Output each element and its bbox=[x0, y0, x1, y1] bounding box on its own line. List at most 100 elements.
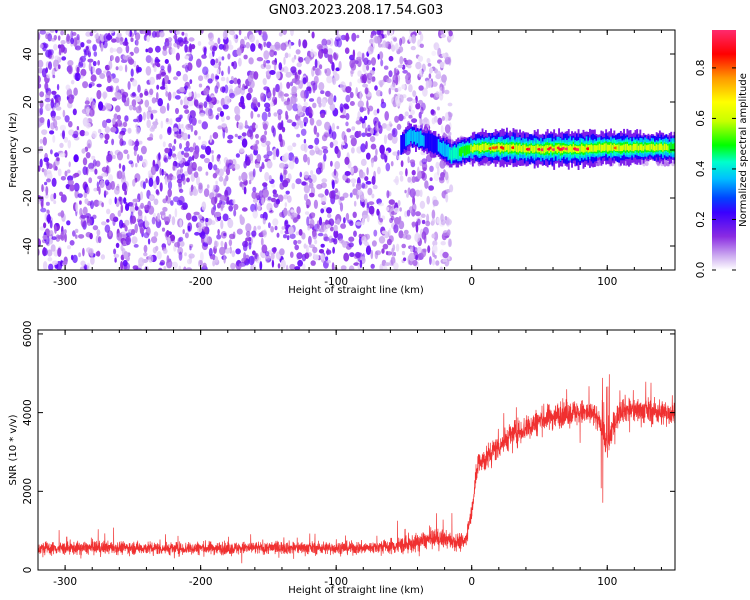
spectrogram-noise-cell bbox=[127, 81, 131, 90]
spectrogram-noise-cell bbox=[388, 235, 394, 243]
spectrogram-noise-cell bbox=[390, 161, 394, 167]
spectrogram-noise-cell bbox=[51, 68, 56, 77]
spectrogram-noise-cell bbox=[299, 171, 303, 178]
spectrogram-noise-cell bbox=[91, 155, 96, 160]
spectrogram-noise-cell bbox=[88, 177, 93, 184]
spectrogram-noise-cell bbox=[404, 111, 409, 117]
spectrogram-noise-cell bbox=[199, 104, 204, 113]
colorbar-label: Normalized spectral amplitude bbox=[738, 73, 749, 227]
spectrogram-noise-cell bbox=[188, 146, 194, 153]
spectrogram-noise-cell bbox=[49, 220, 53, 229]
spectrogram-noise-cell bbox=[198, 83, 203, 88]
spectrogram-noise-cell bbox=[350, 69, 355, 75]
spectrogram-noise-cell bbox=[85, 122, 91, 129]
spectrogram-noise-cell bbox=[41, 168, 45, 173]
spectrogram-signal-cell bbox=[462, 146, 464, 154]
spectrogram-noise-cell bbox=[183, 266, 187, 270]
spectrogram-noise-cell bbox=[406, 59, 413, 66]
spectrogram-noise-cell bbox=[395, 42, 399, 52]
spectrogram-noise-cell bbox=[62, 260, 68, 265]
spectrogram-noise-cell bbox=[217, 229, 220, 235]
spectrogram-noise-cell bbox=[259, 260, 263, 270]
spectrogram-noise-cell bbox=[83, 49, 87, 58]
spectrogram-noise-cell bbox=[126, 153, 130, 160]
spectrogram-noise-cell bbox=[149, 195, 154, 201]
spectrogram-noise-cell bbox=[216, 154, 221, 162]
spectrogram-noise-cell bbox=[407, 64, 412, 69]
spectrogram-signal-cell bbox=[595, 145, 598, 152]
spectrogram-noise-cell bbox=[103, 190, 109, 196]
spectrogram-noise-cell bbox=[401, 36, 406, 44]
spectrogram-noise-cell bbox=[355, 120, 362, 125]
spectrogram-noise-cell bbox=[421, 219, 426, 225]
spectrogram-noise-cell bbox=[131, 91, 136, 97]
spectrogram-noise-cell bbox=[308, 98, 315, 102]
spectrogram-noise-cell bbox=[344, 171, 351, 176]
spectrogram-noise-cell bbox=[411, 176, 416, 183]
spectrogram-noise-cell bbox=[283, 100, 290, 106]
spectrogram-noise-cell bbox=[286, 81, 291, 89]
spectrogram-noise-cell bbox=[381, 123, 387, 129]
spectrogram-noise-cell bbox=[412, 196, 416, 205]
spectrogram-noise-cell bbox=[115, 36, 121, 43]
spectrogram-noise-cell bbox=[329, 190, 335, 199]
spectrogram-noise-cell bbox=[283, 93, 289, 97]
spectrogram-noise-cell bbox=[249, 153, 254, 162]
spectrogram-noise-cell bbox=[231, 250, 236, 258]
spectrogram-noise-cell bbox=[143, 252, 148, 257]
spectrogram-noise-cell bbox=[393, 178, 399, 183]
spectrogram-signal-cell bbox=[431, 133, 434, 153]
spectrogram-noise-cell bbox=[144, 220, 149, 228]
spectrogram-noise-cell bbox=[44, 82, 49, 91]
spectrogram-noise-cell bbox=[401, 250, 406, 256]
spectrogram-noise-cell bbox=[149, 76, 156, 85]
spectrogram-noise-cell bbox=[54, 166, 58, 171]
spectrogram-noise-cell bbox=[96, 250, 101, 257]
spectrogram-noise-cell bbox=[370, 249, 374, 260]
spectrogram-noise-cell bbox=[129, 205, 135, 214]
spectrogram-noise-cell bbox=[217, 37, 221, 45]
spectrogram-noise-cell bbox=[122, 164, 126, 172]
spectrogram-noise-cell bbox=[245, 154, 248, 162]
spectrogram-noise-cell bbox=[39, 117, 45, 124]
spectrogram-noise-cell bbox=[282, 66, 289, 73]
spectrogram-noise-cell bbox=[329, 226, 334, 232]
spectrogram-noise-cell bbox=[169, 30, 173, 34]
spectrogram-signal-cell bbox=[509, 144, 512, 152]
spectrogram-noise-cell bbox=[135, 267, 143, 270]
spectrogram-noise-cell bbox=[310, 48, 314, 58]
spectrogram-signal-cell bbox=[592, 145, 595, 152]
spectrogram-noise-cell bbox=[163, 266, 167, 270]
spectrogram-noise-cell bbox=[277, 109, 283, 115]
spectrogram-noise-cell bbox=[156, 84, 160, 90]
spectrogram-noise-cell bbox=[185, 64, 189, 73]
spectrogram-noise-cell bbox=[349, 134, 355, 139]
spectrogram-noise-cell bbox=[68, 97, 74, 104]
spectrogram-noise-cell bbox=[316, 96, 322, 105]
spectrogram-noise-cell bbox=[252, 209, 258, 219]
spectrogram-noise-cell bbox=[42, 136, 47, 146]
spectrogram-noise-cell bbox=[104, 224, 111, 233]
spectrogram-noise-cell bbox=[56, 83, 60, 91]
spectrogram-noise-cell bbox=[208, 52, 213, 60]
spectrogram-noise-cell bbox=[70, 254, 74, 261]
spectrogram-signal-cell bbox=[645, 145, 648, 151]
spectrogram-noise-cell bbox=[357, 189, 363, 196]
spectrogram-noise-cell bbox=[162, 141, 166, 148]
spectrogram-signal-cell bbox=[639, 144, 642, 151]
spectrogram-noise-cell bbox=[90, 74, 97, 82]
spectrogram-signal-cell bbox=[520, 146, 523, 153]
spectrogram-noise-cell bbox=[320, 113, 325, 119]
spectrogram-noise-cell bbox=[395, 75, 399, 86]
spectrogram-signal-cell bbox=[419, 130, 422, 146]
spectrogram-noise-cell bbox=[437, 166, 440, 176]
spectrogram-noise-cell bbox=[184, 232, 189, 239]
spectrogram-noise-cell bbox=[288, 226, 294, 235]
spectrogram-noise-cell bbox=[200, 251, 204, 262]
spectrogram-noise-cell bbox=[377, 36, 381, 46]
spectrogram-signal-cell bbox=[475, 145, 477, 151]
spectrogram-signal-cell bbox=[582, 145, 585, 153]
spectrogram-noise-cell bbox=[181, 123, 184, 129]
spectrogram-noise-cell bbox=[367, 187, 373, 196]
spectrogram-noise-cell bbox=[385, 162, 391, 172]
